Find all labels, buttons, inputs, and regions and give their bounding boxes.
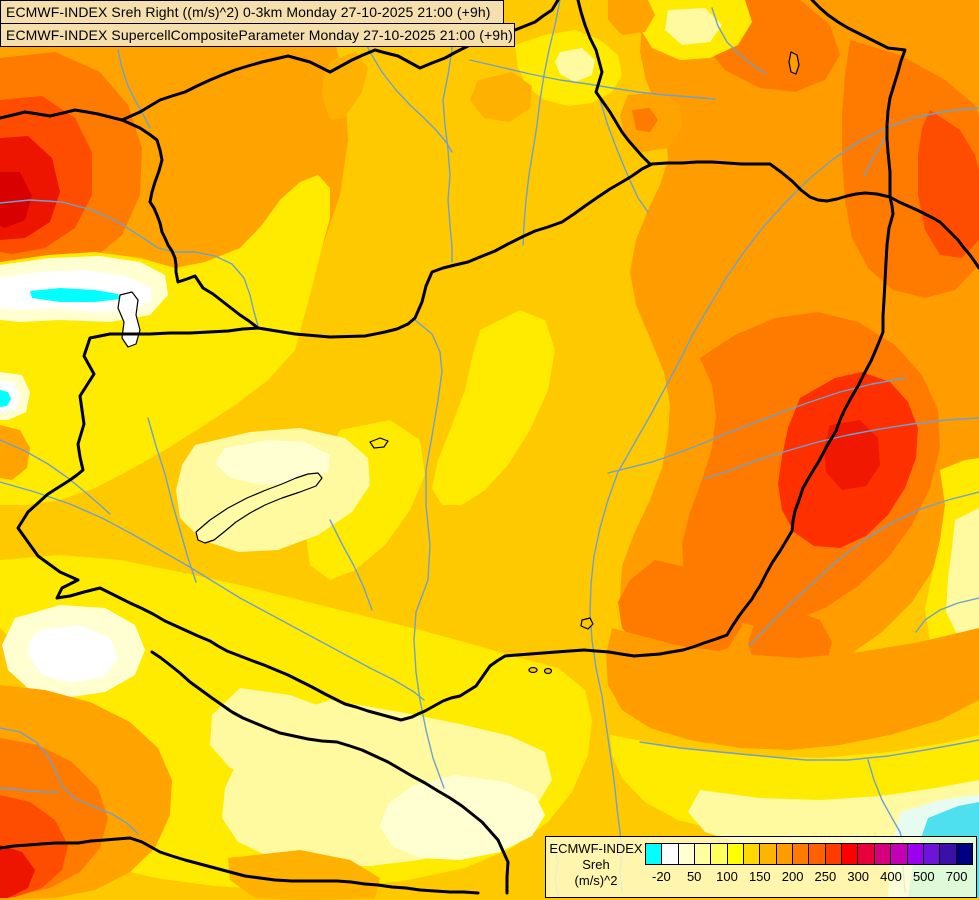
legend-swatch-10 — [809, 844, 826, 864]
lake-tiny-1 — [528, 666, 538, 674]
legend-swatch-2 — [678, 844, 696, 864]
legend-swatch-0 — [646, 844, 663, 864]
legend-tick-200: 200 — [781, 869, 804, 884]
legend-swatch-19 — [956, 844, 972, 864]
legend-tick-50: 50 — [686, 869, 702, 884]
legend-swatch-5 — [727, 844, 745, 864]
legend-label-block: ECMWF-INDEX Sreh (m/s)^2 — [546, 841, 646, 889]
border-hungary — [16, 160, 895, 722]
legend-tick-row: -20 50 100 150 200 250 300 400 500 700 — [645, 869, 973, 887]
lake-velence — [369, 437, 389, 449]
legend-swatch-6 — [744, 844, 761, 864]
legend-swatch-14 — [874, 844, 892, 864]
legend-swatch-4 — [711, 844, 728, 864]
lake-se-small — [580, 617, 594, 630]
legend-swatch-12 — [842, 844, 859, 864]
legend-swatch-16 — [907, 844, 924, 864]
legend-swatch-15 — [891, 844, 908, 864]
legend-tick-300: 300 — [847, 869, 870, 884]
legend-swatch-11 — [825, 844, 843, 864]
legend-swatch-8 — [776, 844, 794, 864]
legend-tick-700: 700 — [945, 869, 968, 884]
legend-swatch-9 — [793, 844, 810, 864]
legend-swatch-18 — [940, 844, 957, 864]
legend-tick-250: 250 — [814, 869, 837, 884]
legend-tick--20: -20 — [651, 869, 671, 884]
map-title-secondary: ECMWF-INDEX SupercellCompositeParameter … — [6, 27, 513, 43]
border-sava — [0, 836, 480, 895]
map-title-primary: ECMWF-INDEX Sreh Right ((m/s)^2) 0-3km M… — [6, 4, 491, 20]
border-hr-ba — [150, 650, 510, 895]
border-ua-ro — [888, 195, 979, 270]
legend-tick-100: 100 — [716, 869, 738, 884]
legend-tick-150: 150 — [748, 869, 771, 884]
legend-parameter-name: Sreh — [582, 857, 610, 872]
title-box-line-2: ECMWF-INDEX SupercellCompositeParameter … — [0, 23, 515, 47]
lake-ne — [788, 51, 800, 75]
border-nw-west — [0, 108, 124, 122]
legend-colorbar — [645, 843, 973, 865]
border-top-center — [576, 0, 652, 166]
legend-swatch-7 — [760, 844, 777, 864]
lake-tiny-2 — [543, 667, 553, 675]
legend-model-name: ECMWF-INDEX — [549, 841, 643, 856]
legend-tick-400: 400 — [880, 869, 902, 884]
border-sk-ua — [810, 0, 907, 199]
title-box-line-1: ECMWF-INDEX Sreh Right ((m/s)^2) 0-3km M… — [0, 0, 504, 24]
legend-unit: (m/s)^2 — [574, 873, 618, 888]
legend-swatch-17 — [923, 844, 941, 864]
legend-box: ECMWF-INDEX Sreh (m/s)^2 -20 50 100 150 200 2… — [545, 836, 977, 898]
legend-swatch-3 — [695, 844, 712, 864]
legend-swatch-13 — [858, 844, 875, 864]
border-at-sk — [120, 118, 260, 330]
legend-tick-500: 500 — [912, 869, 935, 884]
lake-balaton — [195, 472, 323, 544]
legend-swatch-1 — [662, 844, 679, 864]
